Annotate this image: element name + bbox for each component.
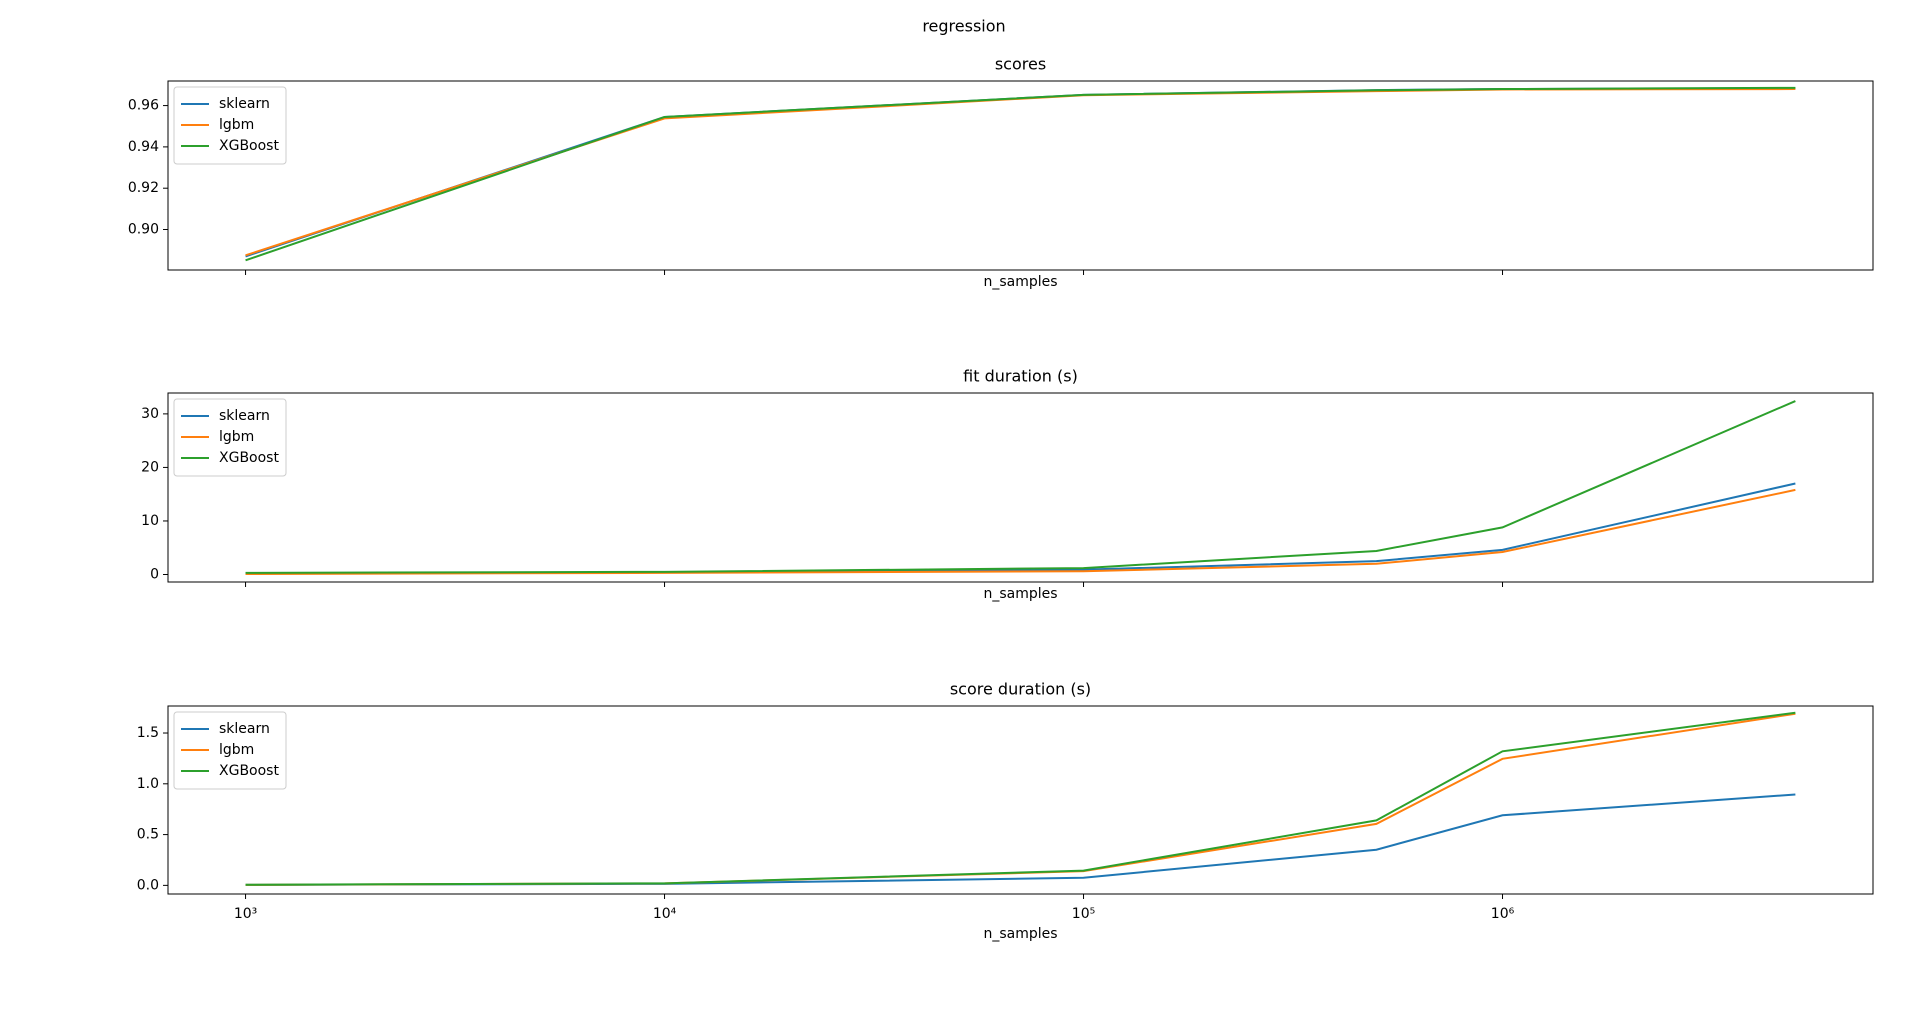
series-line — [245, 793, 1796, 886]
y-tick-label: 0.94 — [128, 139, 159, 155]
series-line — [245, 88, 1796, 257]
y-tick-label: 1.5 — [137, 725, 159, 741]
y-tick-label: 20 — [141, 459, 159, 475]
legend-label: sklearn — [219, 721, 270, 737]
y-tick-label: 30 — [141, 406, 159, 422]
axes-frame — [167, 392, 1874, 583]
series-line — [245, 488, 1796, 575]
x-tick-label: 10⁴ — [653, 906, 677, 922]
x-tick-label: 10³ — [234, 906, 257, 922]
x-tick-label: 10⁶ — [1491, 906, 1515, 922]
series-line — [245, 86, 1796, 262]
legend-box — [173, 86, 287, 165]
series-line — [245, 400, 1796, 574]
x-axis-label: n_samples — [983, 274, 1057, 290]
legend-label: XGBoost — [219, 763, 279, 779]
x-axis-label: n_samples — [983, 926, 1057, 942]
legend-label: sklearn — [219, 408, 270, 424]
series-line — [245, 711, 1796, 886]
legend-label: lgbm — [219, 429, 254, 445]
y-tick-label: 0.5 — [137, 827, 159, 843]
y-tick-label: 0.96 — [128, 98, 159, 114]
legend-label: XGBoost — [219, 450, 279, 466]
legend-box — [173, 398, 287, 477]
y-tick-label: 10 — [141, 513, 159, 529]
axes-title: fit duration (s) — [963, 367, 1078, 386]
axes-frame — [167, 80, 1874, 271]
series-line — [245, 712, 1796, 886]
y-tick-label: 0.92 — [128, 180, 159, 196]
y-tick-label: 0.0 — [137, 877, 159, 893]
x-tick-label: 10⁵ — [1072, 906, 1095, 922]
series-line — [245, 482, 1796, 575]
axes-frame — [167, 705, 1874, 895]
legend-label: XGBoost — [219, 138, 279, 154]
legend-label: lgbm — [219, 117, 254, 133]
x-axis-label: n_samples — [983, 586, 1057, 602]
series-line — [245, 87, 1796, 258]
y-tick-label: 0 — [150, 567, 159, 583]
axes-title: score duration (s) — [950, 680, 1091, 699]
legend-box — [173, 711, 287, 790]
figure-title: regression — [922, 17, 1005, 36]
legend-label: lgbm — [219, 742, 254, 758]
y-tick-label: 1.0 — [137, 776, 159, 792]
axes-title: scores — [995, 55, 1046, 74]
y-tick-label: 0.90 — [128, 222, 159, 238]
legend-label: sklearn — [219, 96, 270, 112]
